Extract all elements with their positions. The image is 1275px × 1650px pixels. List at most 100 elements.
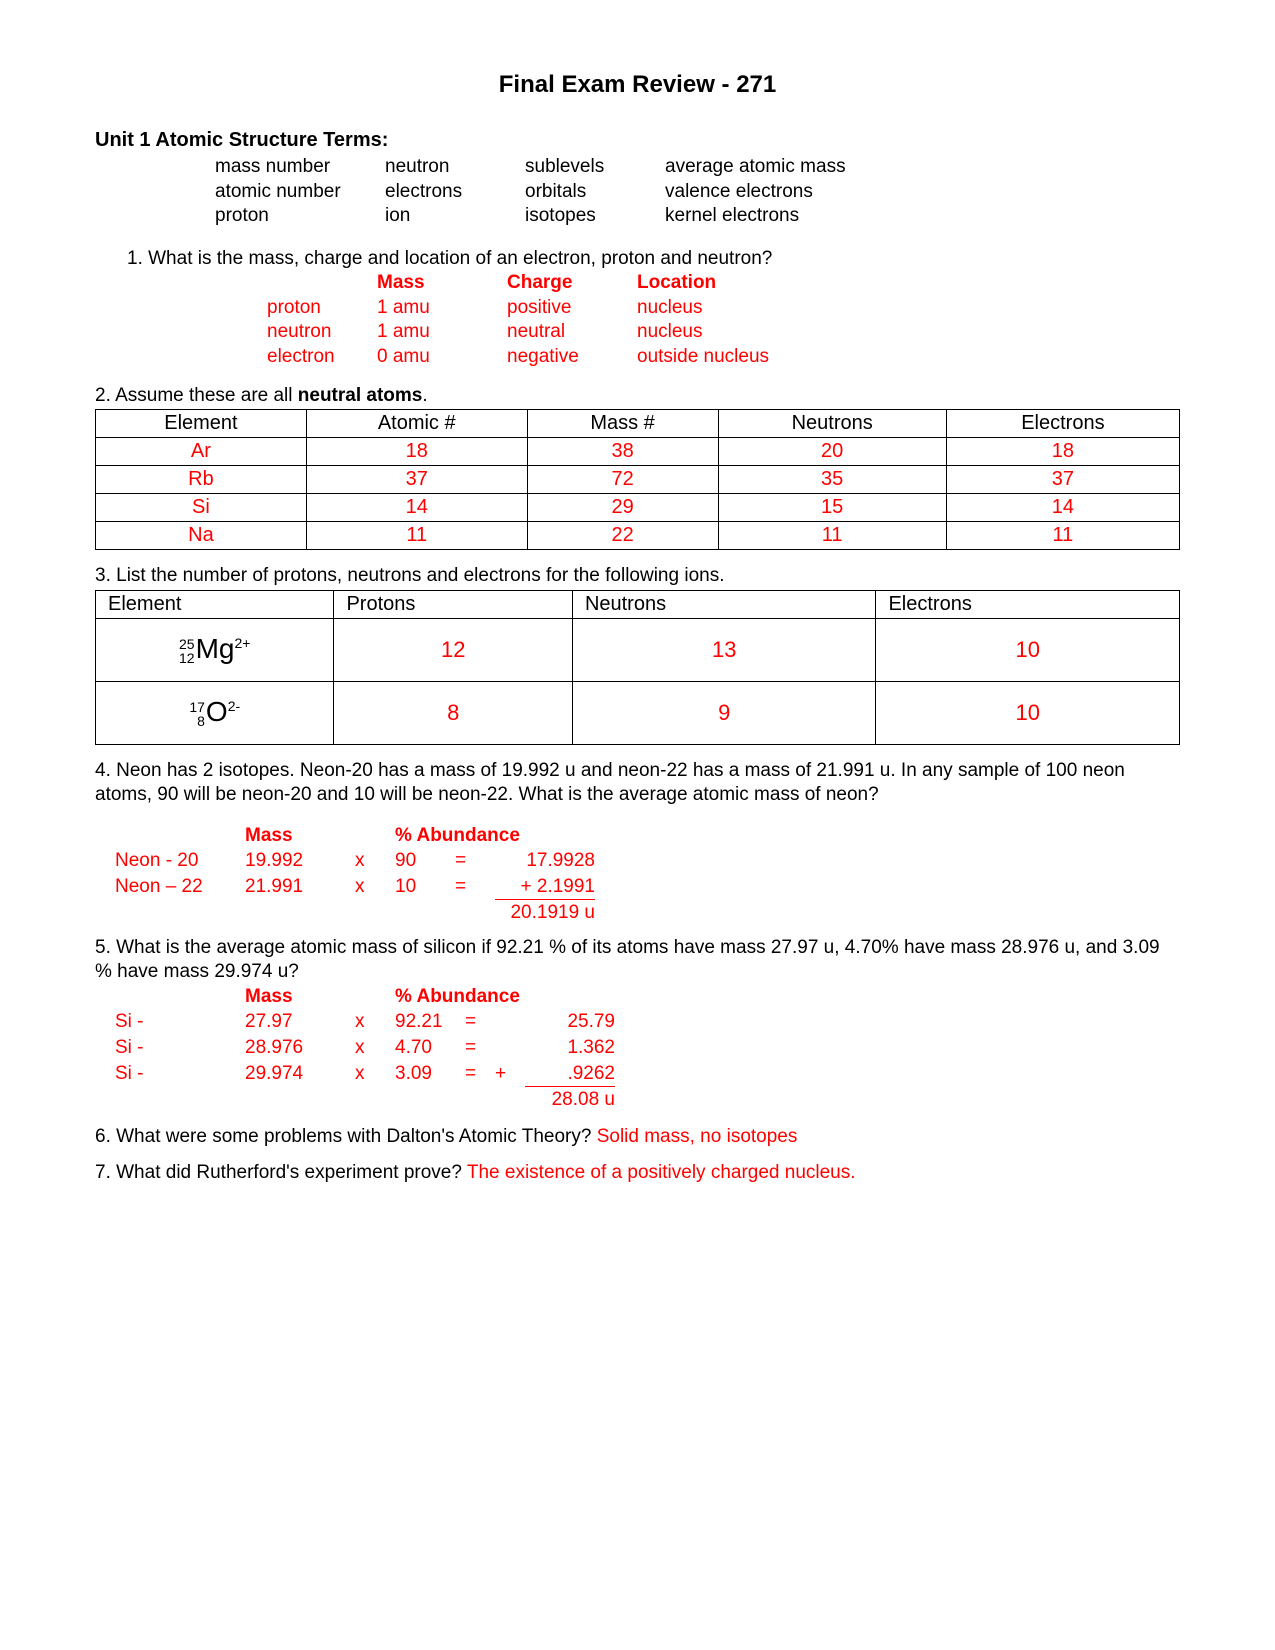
q1-header-charge: Charge (507, 271, 637, 296)
col-header: Mass # (527, 410, 718, 438)
q1-location: outside nucleus (637, 345, 1180, 370)
terms-grid: mass number neutron sublevels average at… (215, 155, 1180, 229)
calc-eq: = (465, 1061, 495, 1088)
question-3: 3. List the number of protons, neutrons … (95, 564, 1180, 745)
calc-val: 28.976 (245, 1035, 355, 1061)
table-row: Element Atomic # Mass # Neutrons Electro… (96, 410, 1180, 438)
calc-val: 90 (395, 848, 455, 874)
table-row: Ar 18 38 20 18 (96, 438, 1180, 466)
q1-charge: negative (507, 345, 637, 370)
calc-eq: = (455, 874, 495, 901)
q4-h-abund: % Abundance (395, 823, 595, 849)
cell: 29 (527, 494, 718, 522)
cell: 35 (718, 466, 946, 494)
col-header: Atomic # (306, 410, 527, 438)
term: proton (215, 204, 385, 229)
cell: 12 (334, 619, 572, 682)
question-5: 5. What is the average atomic mass of si… (95, 936, 1180, 1113)
calc-label: Si - (115, 1061, 245, 1088)
calc-plus (495, 1009, 525, 1035)
cell: 9 (572, 682, 876, 745)
term: sublevels (525, 155, 665, 180)
question-1: 1. What is the mass, charge and location… (127, 247, 1180, 370)
term: valence electrons (665, 180, 1180, 205)
question-6: 6. What were some problems with Dalton's… (95, 1125, 1180, 1149)
cell: Ar (96, 438, 307, 466)
term: electrons (385, 180, 525, 205)
q3-prompt: 3. List the number of protons, neutrons … (95, 564, 1180, 588)
calc-val: 19.992 (245, 848, 355, 874)
term: isotopes (525, 204, 665, 229)
q3-table: Element Protons Neutrons Electrons 2512M… (95, 590, 1180, 745)
calc-val: 21.991 (245, 874, 355, 901)
q1-mass: 1 amu (377, 320, 507, 345)
q1-particle: neutron (267, 320, 377, 345)
term: mass number (215, 155, 385, 180)
term: average atomic mass (665, 155, 1180, 180)
cell: Na (96, 522, 307, 550)
calc-label: Neon - 20 (115, 848, 245, 874)
term: kernel electrons (665, 204, 1180, 229)
q1-particle: electron (267, 345, 377, 370)
cell: 11 (306, 522, 527, 550)
calc-sum: 20.1919 u (495, 900, 595, 926)
q5-calc: Mass % Abundance Si - 27.97 x 92.21 = 25… (115, 984, 1180, 1113)
cell: 38 (527, 438, 718, 466)
cell: 14 (946, 494, 1179, 522)
cell: 72 (527, 466, 718, 494)
calc-label: Si - (115, 1009, 245, 1035)
cell: Rb (96, 466, 307, 494)
table-row: Element Protons Neutrons Electrons (96, 591, 1180, 619)
calc-eq: = (455, 848, 495, 874)
q1-mass: 1 amu (377, 296, 507, 321)
calc-val: 92.21 (395, 1009, 465, 1035)
cell: 20 (718, 438, 946, 466)
cell: 11 (946, 522, 1179, 550)
isotope-cell: 178O2- (96, 682, 334, 745)
q1-header-mass: Mass (377, 271, 507, 296)
calc-x: x (355, 848, 395, 874)
col-header: Electrons (946, 410, 1179, 438)
calc-val: 27.97 (245, 1009, 355, 1035)
calc-sum: 28.08 u (525, 1087, 615, 1113)
question-2: 2. Assume these are all neutral atoms. E… (95, 384, 1180, 551)
q2-prompt-pre: 2. Assume these are all (95, 385, 298, 406)
calc-x: x (355, 1035, 395, 1061)
calc-val: 3.09 (395, 1061, 465, 1088)
q5-h-mass: Mass (245, 984, 355, 1010)
q1-prompt: 1. What is the mass, charge and location… (127, 247, 1180, 271)
question-7: 7. What did Rutherford's experiment prov… (95, 1161, 1180, 1185)
term: neutron (385, 155, 525, 180)
question-4: 4. Neon has 2 isotopes. Neon-20 has a ma… (95, 759, 1180, 926)
q1-location: nucleus (637, 296, 1180, 321)
page-title: Final Exam Review - 271 (95, 70, 1180, 100)
col-header: Electrons (876, 591, 1180, 619)
q1-header-location: Location (637, 271, 1180, 296)
calc-plus: + (495, 1061, 525, 1088)
cell: 37 (306, 466, 527, 494)
q7-prompt: 7. What did Rutherford's experiment prov… (95, 1162, 467, 1183)
cell: 15 (718, 494, 946, 522)
calc-val: 29.974 (245, 1061, 355, 1088)
q4-h-mass: Mass (245, 823, 355, 849)
calc-val: 1.362 (525, 1035, 615, 1061)
q1-location: nucleus (637, 320, 1180, 345)
q1-charge: neutral (507, 320, 637, 345)
calc-val: 25.79 (525, 1009, 615, 1035)
q6-prompt: 6. What were some problems with Dalton's… (95, 1126, 597, 1147)
cell: 18 (306, 438, 527, 466)
term: ion (385, 204, 525, 229)
q1-mass: 0 amu (377, 345, 507, 370)
q1-charge: positive (507, 296, 637, 321)
cell: 10 (876, 619, 1180, 682)
term: orbitals (525, 180, 665, 205)
cell: 37 (946, 466, 1179, 494)
col-header: Element (96, 591, 334, 619)
q5-prompt: 5. What is the average atomic mass of si… (95, 936, 1180, 984)
q2-table: Element Atomic # Mass # Neutrons Electro… (95, 409, 1180, 550)
table-row: Si 14 29 15 14 (96, 494, 1180, 522)
cell: 8 (334, 682, 572, 745)
cell: 22 (527, 522, 718, 550)
cell: 13 (572, 619, 876, 682)
cell: 11 (718, 522, 946, 550)
